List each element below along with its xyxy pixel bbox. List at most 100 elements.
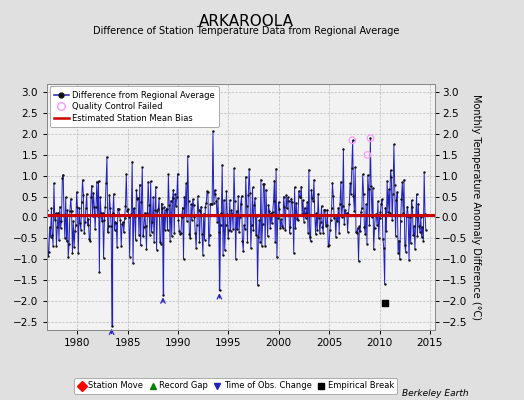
Point bbox=[221, 247, 229, 253]
Point bbox=[45, 249, 53, 256]
Point bbox=[345, 201, 354, 207]
Point bbox=[336, 200, 344, 207]
Point bbox=[67, 196, 75, 202]
Point bbox=[84, 216, 93, 222]
Point bbox=[350, 193, 358, 199]
Point bbox=[33, 201, 41, 207]
Point bbox=[250, 202, 258, 208]
Point bbox=[234, 193, 243, 200]
Point bbox=[264, 233, 272, 240]
Point bbox=[205, 232, 214, 238]
Point bbox=[49, 242, 57, 249]
Point bbox=[103, 154, 111, 160]
Point bbox=[164, 171, 172, 178]
Point bbox=[130, 212, 139, 219]
Point bbox=[237, 193, 246, 199]
Point bbox=[173, 170, 182, 177]
Point bbox=[148, 219, 157, 225]
Point bbox=[241, 226, 249, 232]
Point bbox=[36, 217, 45, 223]
Point bbox=[315, 230, 324, 236]
Point bbox=[410, 223, 418, 229]
Point bbox=[112, 220, 121, 227]
Point bbox=[151, 183, 160, 190]
Point bbox=[213, 218, 221, 225]
Point bbox=[212, 198, 221, 204]
Point bbox=[389, 191, 397, 197]
Point bbox=[240, 222, 248, 228]
Point bbox=[59, 172, 68, 178]
Point bbox=[354, 225, 362, 231]
Point bbox=[37, 217, 46, 223]
Point bbox=[90, 204, 99, 210]
Point bbox=[78, 198, 86, 205]
Point bbox=[303, 199, 311, 205]
Point bbox=[411, 213, 420, 220]
Point bbox=[226, 197, 234, 203]
Point bbox=[383, 178, 391, 184]
Point bbox=[269, 197, 278, 204]
Point bbox=[53, 224, 61, 230]
Point bbox=[58, 175, 67, 181]
Point bbox=[149, 194, 157, 200]
Point bbox=[326, 216, 335, 223]
Point bbox=[62, 238, 71, 244]
Point bbox=[129, 205, 138, 212]
Point bbox=[415, 223, 423, 230]
Point bbox=[189, 196, 197, 203]
Point bbox=[339, 203, 347, 210]
Point bbox=[364, 172, 372, 178]
Point bbox=[249, 227, 257, 234]
Point bbox=[419, 238, 428, 244]
Point bbox=[38, 178, 46, 184]
Point bbox=[401, 249, 410, 255]
Point bbox=[227, 207, 236, 214]
Point bbox=[194, 193, 202, 200]
Point bbox=[396, 256, 404, 262]
Point bbox=[283, 205, 291, 212]
Point bbox=[276, 225, 285, 232]
Point bbox=[376, 209, 385, 216]
Point bbox=[400, 176, 408, 183]
Point bbox=[158, 205, 167, 212]
Point bbox=[88, 182, 96, 189]
Point bbox=[375, 215, 384, 221]
Point bbox=[172, 194, 181, 200]
Point bbox=[166, 238, 174, 244]
Point bbox=[179, 256, 188, 262]
Point bbox=[296, 194, 304, 200]
Point bbox=[147, 229, 156, 235]
Point bbox=[85, 236, 93, 242]
Point bbox=[267, 210, 275, 217]
Point bbox=[208, 200, 216, 207]
Point bbox=[229, 226, 237, 232]
Point bbox=[192, 244, 200, 251]
Point bbox=[347, 191, 355, 197]
Point bbox=[334, 205, 343, 211]
Point bbox=[179, 204, 187, 211]
Point bbox=[60, 212, 68, 218]
Point bbox=[297, 184, 305, 190]
Point bbox=[201, 204, 210, 210]
Point bbox=[257, 176, 265, 183]
Point bbox=[64, 254, 72, 261]
Point bbox=[420, 169, 428, 176]
Point bbox=[224, 235, 232, 242]
Point bbox=[135, 232, 143, 238]
Point bbox=[351, 164, 359, 171]
Point bbox=[301, 214, 310, 221]
Point bbox=[151, 207, 159, 213]
Point bbox=[48, 232, 57, 238]
Point bbox=[281, 227, 290, 233]
Point bbox=[156, 238, 164, 245]
Point bbox=[279, 224, 287, 231]
Point bbox=[168, 195, 177, 201]
Point bbox=[417, 214, 425, 220]
Point bbox=[252, 232, 260, 238]
Point bbox=[140, 224, 148, 230]
Point bbox=[289, 212, 297, 218]
Point bbox=[222, 188, 231, 194]
Point bbox=[408, 204, 417, 210]
Point bbox=[95, 268, 104, 275]
Point bbox=[194, 207, 203, 214]
